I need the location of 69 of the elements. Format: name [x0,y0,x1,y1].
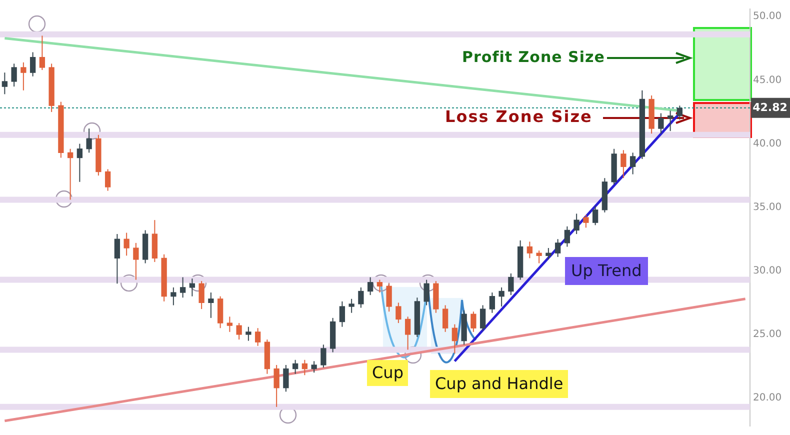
candlestick [424,279,430,306]
candlestick [554,238,561,258]
candlestick [348,298,354,314]
candlestick [339,300,346,328]
y-tick-label: 35.00 [753,202,782,213]
candlestick [208,292,214,318]
candlestick [630,152,636,175]
candlestick [498,286,504,307]
y-tick-label: 25.00 [753,329,782,340]
candlestick [114,234,120,284]
candlestick [376,279,383,294]
candlestick [302,359,308,376]
candlestick [180,276,186,298]
candlestick [2,72,8,95]
annotation: Cup [367,360,408,386]
candlestick [489,292,496,314]
candlestick [320,344,326,368]
candlestick [292,359,298,374]
candlestick [536,250,542,264]
candlestick [358,286,364,308]
y-tick-label: 30.00 [753,265,782,276]
candlestick [676,105,683,120]
candlestick [246,326,252,342]
y-tick-label: 50.00 [753,11,782,22]
candlestick [564,226,570,248]
candlestick [226,316,233,332]
candlestick [367,276,374,296]
candlestick [254,328,261,346]
candlestick [86,128,92,154]
candlestick [198,280,204,310]
annotation: Up Trend [565,257,648,285]
y-tick-label: 20.00 [753,392,782,404]
candlestick [274,364,280,408]
candlestick [470,311,476,332]
y-tick-label: 40.00 [753,138,782,150]
candlestick [133,242,139,280]
candlestick [574,213,580,235]
candlestick [592,206,598,226]
candlestick [658,112,664,134]
candlestick [39,35,46,71]
candlestick [583,214,589,228]
candlestick [30,52,36,77]
candlestick [667,110,674,132]
candlestick [11,63,17,88]
annotation: Profit Zone Size [462,47,605,68]
candlestick [20,62,26,91]
candlestick [452,324,458,354]
candlestick [283,364,289,392]
candlestick [170,286,176,306]
candlestick [442,304,448,332]
y-tick-label: 45.00 [753,74,782,86]
candlestick [620,150,626,179]
candlestick [67,148,74,200]
candlestick [236,322,242,340]
candlestick [526,241,533,259]
candlestick [546,248,552,260]
candlestick [404,316,411,350]
annotation: Loss Zone Size [445,106,592,128]
candlestick [396,302,402,324]
candlestick [76,143,83,182]
candlestick [386,283,392,312]
candlestick [189,278,196,297]
candlestick [124,232,130,256]
ref-line-label: 42.82 [752,100,788,114]
annotation: Cup and Handle [430,370,568,398]
candlestick [104,168,111,192]
candlestick [480,304,486,332]
candlestick [508,272,514,296]
candlestick [311,360,317,374]
